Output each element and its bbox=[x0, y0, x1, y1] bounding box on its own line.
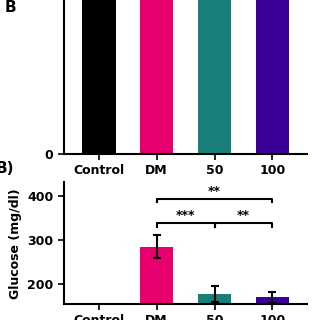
Bar bbox=[140, 0, 173, 154]
Text: B): B) bbox=[0, 161, 14, 175]
Bar bbox=[256, 297, 289, 320]
Text: **: ** bbox=[237, 209, 250, 222]
Text: ***: *** bbox=[176, 209, 195, 222]
Bar bbox=[198, 0, 231, 154]
Bar bbox=[198, 294, 231, 320]
Y-axis label: Glucose (mg/dl): Glucose (mg/dl) bbox=[9, 188, 22, 299]
Bar bbox=[256, 0, 289, 154]
Text: **: ** bbox=[208, 185, 221, 198]
Text: SILY (mg/kg): SILY (mg/kg) bbox=[207, 195, 280, 205]
Text: DM (STZ 60 mg/kg): DM (STZ 60 mg/kg) bbox=[158, 226, 271, 236]
Text: B: B bbox=[5, 0, 16, 15]
Bar bbox=[82, 0, 116, 154]
Bar bbox=[140, 246, 173, 320]
